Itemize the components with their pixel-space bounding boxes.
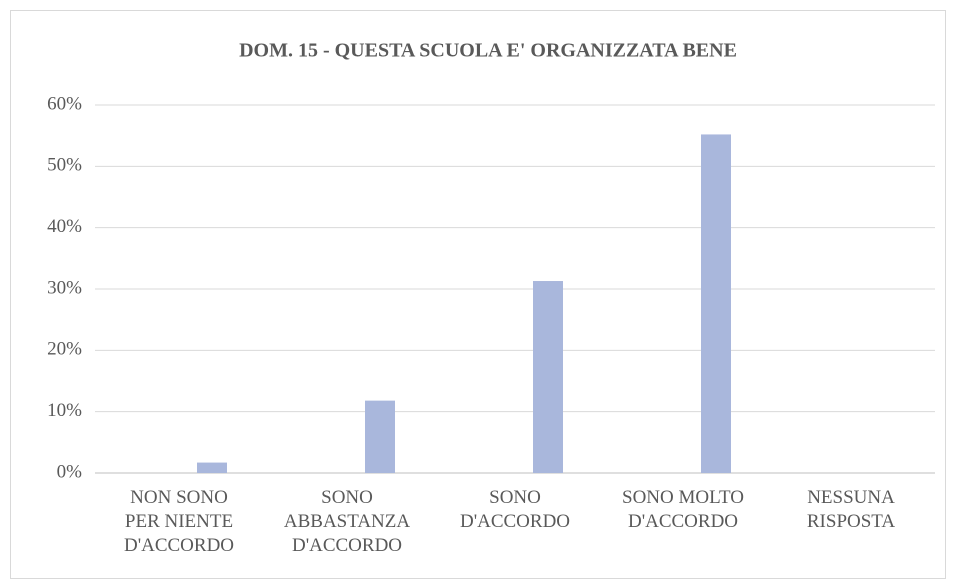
- y-tick-label: 10%: [47, 400, 82, 421]
- y-tick-label: 40%: [47, 216, 82, 237]
- x-tick-label: NON SONO PER NIENTE D'ACCORDO: [123, 487, 235, 556]
- y-tick-label: 0%: [57, 461, 83, 482]
- bar: [533, 281, 563, 473]
- bar: [701, 134, 731, 473]
- y-tick-label: 60%: [47, 93, 82, 114]
- y-tick-label: 50%: [47, 155, 82, 176]
- bar: [197, 462, 227, 473]
- x-tick-label: SONO ABBASTANZA D'ACCORDO: [283, 487, 411, 556]
- x-tick-label: SONO D'ACCORDO: [459, 487, 571, 532]
- chart-title: DOM. 15 - QUESTA SCUOLA E' ORGANIZZATA B…: [239, 40, 737, 62]
- x-tick-label: NESSUNA RISPOSTA: [806, 487, 896, 532]
- bar: [365, 400, 395, 473]
- y-tick-label: 30%: [47, 277, 82, 298]
- y-tick-label: 20%: [47, 339, 82, 360]
- x-tick-label: SONO MOLTO D'ACCORDO: [622, 487, 744, 532]
